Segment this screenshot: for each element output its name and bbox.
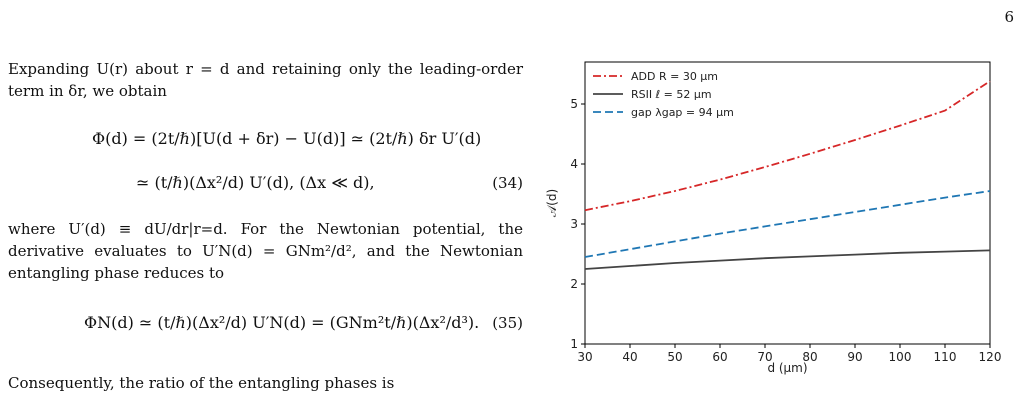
x-axis-label: d (μm)	[767, 361, 807, 375]
y-tick-label: 5	[570, 97, 578, 111]
legend: ADD R = 30 μm RSII ℓ = 52 μm gap λgap = 94…	[593, 70, 734, 119]
series-line-0	[584, 80, 991, 212]
x-tick-label: 80	[802, 350, 817, 364]
series-line-1	[584, 249, 991, 270]
equation-35-text: ΦN(d) ≃ (t/ℏ)(Δx²/d) U′N(d) = (GNm²t/ℏ)(…	[84, 313, 480, 332]
x-tick-label: 60	[712, 350, 727, 364]
page-number: 6	[1004, 8, 1014, 26]
series-line-2	[584, 190, 991, 258]
figure-chart: 30 40 50 60 70 80 90 100 110 120 1 2 3 4 5 ADD R = 30…	[540, 56, 1028, 396]
chart-svg: 30 40 50 60 70 80 90 100 110 120 1 2 3 4 5 ADD R = 30…	[545, 61, 1001, 375]
plot-frame	[584, 61, 991, 345]
x-tick-label: 90	[847, 350, 862, 364]
x-tick-label: 100	[889, 350, 912, 364]
x-tick-label: 40	[622, 350, 637, 364]
x-tick-label: 70	[757, 350, 772, 364]
y-tick-label: 4	[570, 157, 578, 171]
equation-34-line-2: ≃ (t/ℏ)(Δx²/d) U′(d), (Δx ≪ d), (34)	[8, 172, 523, 202]
x-tick-label: 110	[934, 350, 957, 364]
y-tick-label: 1	[570, 337, 578, 351]
x-ticks: 30 40 50 60 70 80 90 100 110 120	[577, 344, 1001, 364]
x-tick-label: 120	[979, 350, 1002, 364]
equation-35: ΦN(d) ≃ (t/ℏ)(Δx²/d) U′N(d) = (GNm²t/ℏ)(…	[8, 312, 523, 342]
paragraph-1: Expanding U(r) about r = d and retaining…	[8, 60, 523, 100]
paragraph-2: where U′(d) ≡ dU/dr|r=d. For the Newtoni…	[8, 220, 523, 282]
series-lines	[584, 80, 991, 270]
equation-34-text-1: Φ(d) = (2t/ℏ)[U(d + δr) − U(d)] ≃ (2t/ℏ)…	[92, 129, 482, 148]
equation-34-text-2: ≃ (t/ℏ)(Δx²/d) U′(d), (Δx ≪ d),	[136, 173, 375, 192]
y-tick-label: 3	[570, 217, 578, 231]
y-axis-label: 𝒜(d)	[545, 189, 559, 217]
equation-34-line-1: Φ(d) = (2t/ℏ)[U(d + δr) − U(d)] ≃ (2t/ℏ)…	[8, 128, 523, 158]
legend-entry-2: gap λgap = 94 μm	[631, 106, 734, 119]
equation-35-number: (35)	[492, 314, 523, 332]
paragraph-3: Consequently, the ratio of the entanglin…	[8, 374, 395, 392]
legend-entry-1: RSII ℓ = 52 μm	[631, 88, 712, 101]
x-tick-label: 50	[667, 350, 682, 364]
x-tick-label: 30	[577, 350, 592, 364]
legend-entry-0: ADD R = 30 μm	[631, 70, 718, 83]
y-ticks: 1 2 3 4 5	[570, 97, 585, 351]
y-tick-label: 2	[570, 277, 578, 291]
equation-34-number: (34)	[492, 174, 523, 192]
